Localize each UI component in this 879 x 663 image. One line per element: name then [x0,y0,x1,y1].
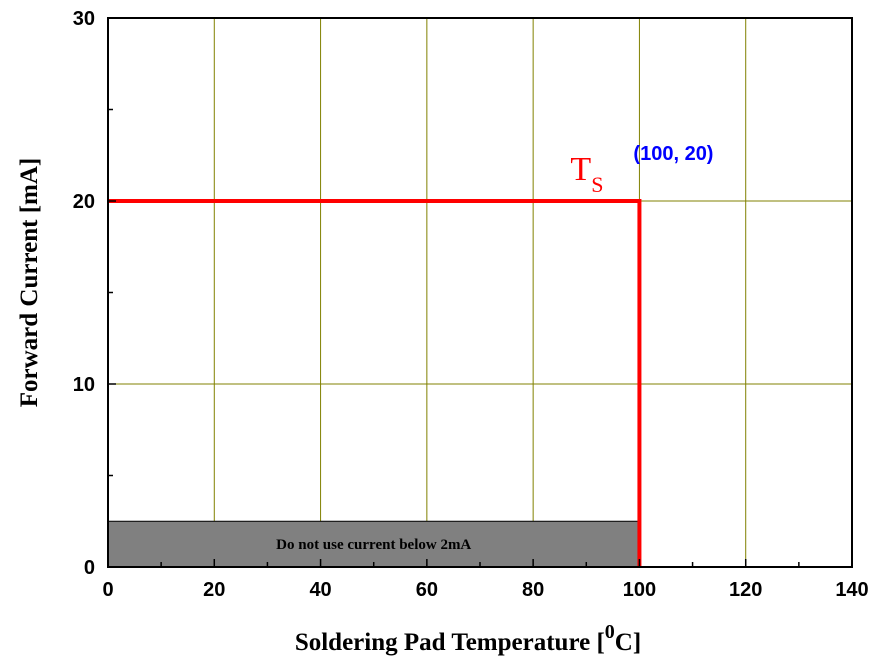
x-tick-label: 80 [522,579,544,601]
x-axis-title: Soldering Pad Temperature [0C] [295,621,641,656]
y-tick-label: 20 [73,191,95,213]
curve-label: TS [570,151,603,197]
series-group [108,199,642,567]
plot-frame [107,17,853,568]
x-tick-labels: 0 20 40 60 80 100 120 140 [102,579,868,601]
y-axis-title: Forward Current [mA] [16,158,43,407]
grid-lines [108,18,852,567]
y-tick-label: 10 [73,374,95,396]
low-current-band-group: Do not use current below 2mA [107,520,640,568]
x-tick-label: 140 [835,579,868,601]
x-tick-label: 100 [623,579,656,601]
axis-ticks [107,17,853,568]
y-tick-label: 0 [84,557,95,579]
x-tick-label: 120 [729,579,762,601]
low-current-band-label: Do not use current below 2mA [276,537,471,553]
y-tick-labels: 0 10 20 30 [73,8,95,579]
x-tick-label: 40 [309,579,331,601]
series-line [108,199,642,567]
x-tick-label: 20 [203,579,225,601]
x-tick-label: 60 [416,579,438,601]
y-tick-label: 30 [73,8,95,30]
x-tick-label: 0 [102,579,113,601]
point-label: (100, 20) [633,143,713,165]
